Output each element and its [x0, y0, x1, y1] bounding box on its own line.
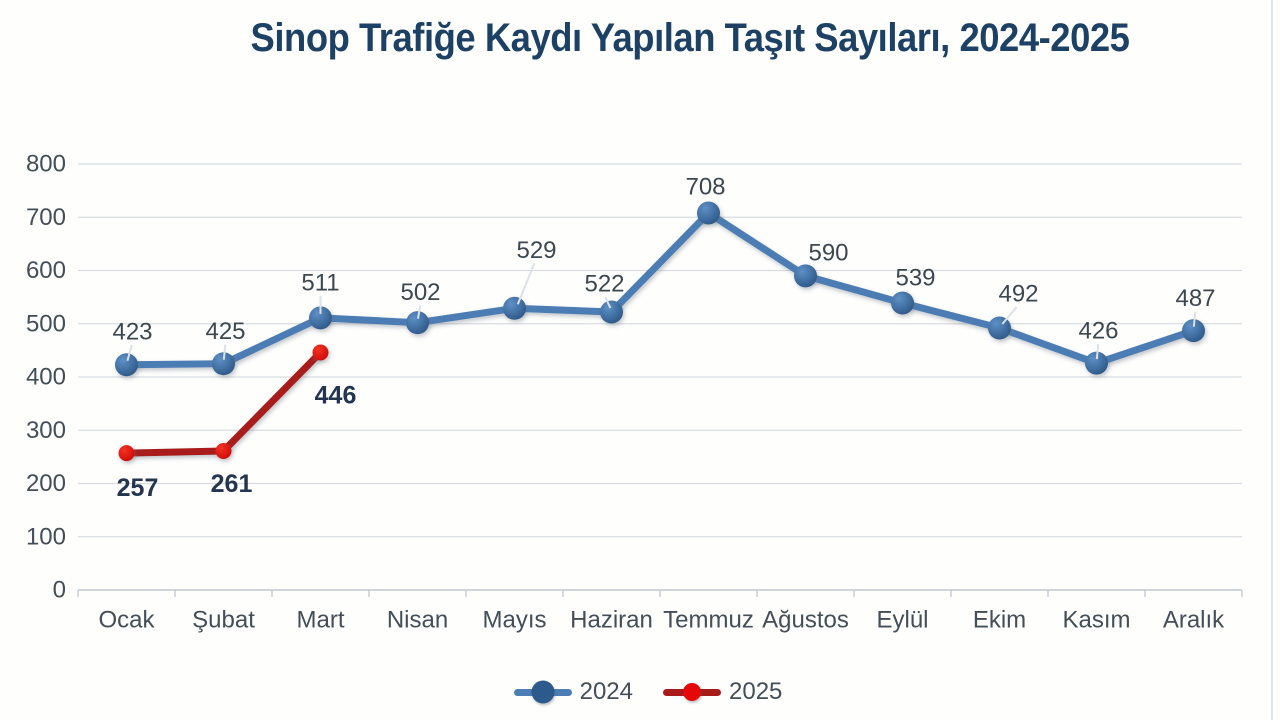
- data-label: 261: [211, 470, 253, 498]
- data-point-marker: [406, 311, 429, 335]
- label-leader-lines: [126, 262, 1197, 362]
- series-2024-markers: [115, 201, 1205, 377]
- y-tick-label: 0: [53, 577, 66, 604]
- data-point-marker: [115, 353, 138, 377]
- x-tick-label: Ağustos: [762, 607, 849, 634]
- x-tick-label: Ocak: [98, 607, 155, 634]
- data-label: 492: [998, 281, 1038, 308]
- data-point-marker: [118, 445, 135, 462]
- series-2024-data-labels: 423 425 511 502 529 522 708 590 539 492 426 487: [112, 173, 1215, 345]
- data-label: 423: [112, 318, 152, 345]
- x-tick-label: Ekim: [973, 607, 1026, 634]
- page-right-border: [1271, 0, 1273, 720]
- y-tick-label: 100: [26, 523, 66, 550]
- legend-label-2025: 2025: [729, 678, 783, 705]
- data-point-marker: [988, 316, 1011, 340]
- legend-item-2025: 2025: [663, 678, 782, 706]
- legend-line-2024-icon: [513, 680, 572, 704]
- legend-label-2024: 2024: [579, 678, 633, 705]
- data-point-marker: [600, 300, 623, 324]
- legend-marker-2024-icon: [531, 680, 555, 704]
- data-point-marker: [891, 291, 914, 315]
- gridlines: [78, 163, 1242, 538]
- y-tick-label: 300: [26, 417, 66, 444]
- data-label: 487: [1175, 285, 1215, 312]
- data-point-marker: [503, 296, 526, 320]
- series-2024-line: [123, 209, 1197, 369]
- series-2025-markers: [118, 344, 329, 462]
- y-tick-label: 400: [26, 364, 66, 391]
- data-label: 426: [1078, 318, 1118, 345]
- data-label: 590: [808, 239, 848, 266]
- x-tick-label: Nisan: [387, 607, 448, 634]
- data-point-marker: [1085, 351, 1108, 375]
- data-label: 502: [400, 279, 440, 306]
- legend-marker-2025-icon: [683, 683, 701, 701]
- data-point-marker: [312, 344, 329, 361]
- x-tick-label: Şubat: [192, 607, 255, 634]
- x-tick-label: Temmuz: [663, 607, 754, 634]
- data-label: 257: [117, 474, 159, 502]
- data-point-marker: [1182, 319, 1205, 343]
- data-point-marker: [215, 443, 232, 460]
- data-label: 522: [584, 271, 624, 298]
- data-point-marker: [212, 352, 235, 376]
- series-2025-data-labels: 257 261 446: [117, 382, 357, 503]
- data-label: 425: [205, 318, 245, 345]
- x-tick-label: Mart: [297, 607, 345, 634]
- legend-line-2025-icon: [663, 683, 721, 701]
- y-tick-label: 600: [26, 257, 66, 284]
- x-tick-label: Mayıs: [482, 607, 546, 634]
- x-axis: [77, 589, 1243, 597]
- data-label: 708: [685, 173, 725, 200]
- data-label: 529: [516, 237, 556, 264]
- y-tick-label: 500: [26, 310, 66, 337]
- data-point-marker: [794, 264, 817, 288]
- legend-item-2024: 2024: [513, 678, 633, 706]
- data-point-marker: [309, 306, 332, 330]
- x-axis-labels: Ocak Şubat Mart Nisan Mayıs Haziran Temmuz Ağus…: [98, 607, 1225, 634]
- chart-title: Sinop Trafiğe Kaydı Yapılan Taşıt Sayıla…: [250, 15, 1130, 60]
- chart-legend: 2024 2025: [0, 674, 1280, 710]
- x-tick-label: Eylül: [876, 607, 928, 634]
- y-tick-label: 200: [26, 470, 66, 497]
- x-tick-label: Aralık: [1163, 607, 1225, 634]
- data-label: 446: [315, 382, 357, 410]
- y-tick-label: 700: [26, 204, 66, 231]
- data-label: 539: [895, 264, 935, 291]
- y-axis-labels: 0 100 200 300 400 500 600 700 800: [26, 151, 66, 604]
- data-point-marker: [697, 201, 720, 225]
- data-label: 511: [301, 269, 339, 296]
- y-tick-label: 800: [26, 151, 66, 178]
- x-tick-label: Haziran: [570, 607, 653, 634]
- x-tick-label: Kasım: [1062, 607, 1130, 634]
